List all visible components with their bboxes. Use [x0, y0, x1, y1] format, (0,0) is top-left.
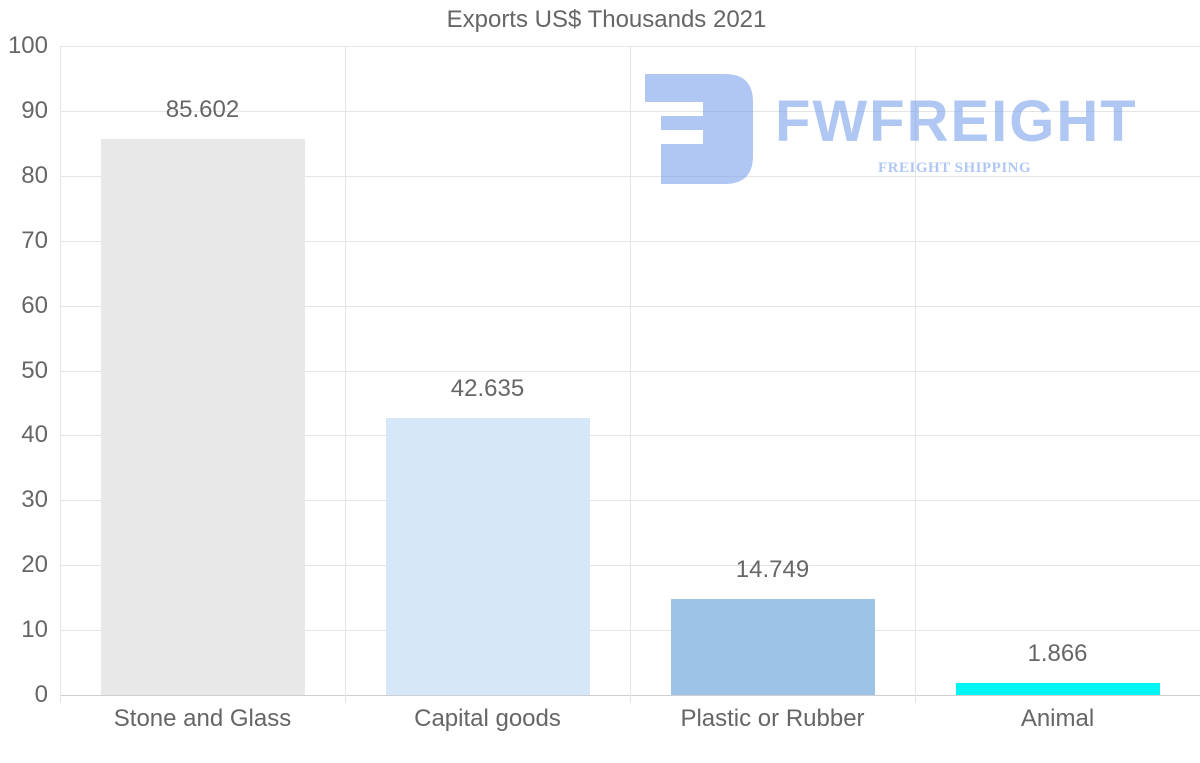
y-tick-label: 30 [21, 486, 48, 514]
plot-area: 85.602 42.635 14.749 1.866 [60, 46, 1200, 703]
y-tick-label: 100 [7, 32, 48, 59]
gridline-x [915, 46, 916, 703]
y-tick-label: 50 [21, 356, 48, 384]
watermark-brand: FWFREIGHT [775, 89, 1138, 154]
gridline-x [345, 46, 346, 703]
bar[interactable] [385, 418, 590, 695]
fwfreight-watermark: FWFREIGHT FREIGHT SHIPPING [645, 72, 1155, 187]
y-tick-label: 80 [21, 161, 48, 189]
bar[interactable] [100, 139, 305, 695]
gridline-x [630, 46, 631, 703]
y-tick-label: 90 [21, 96, 48, 124]
x-tick-label: Plastic or Rubber [680, 705, 865, 732]
bar-value-label: 14.749 [735, 556, 810, 584]
bar[interactable] [670, 599, 875, 695]
fwfreight-logo-icon [645, 74, 753, 184]
bar-value-label: 85.602 [165, 96, 240, 124]
chart-title: Exports US$ Thousands 2021 [446, 6, 767, 33]
y-tick-label: 20 [21, 551, 48, 579]
bar[interactable] [955, 682, 1160, 695]
x-tick-label: Animal [1020, 705, 1095, 732]
gridline-x [60, 46, 61, 703]
y-tick-label: 60 [21, 291, 48, 319]
bar-value-label: 42.635 [450, 375, 525, 403]
y-tick-label: 70 [21, 226, 48, 254]
y-tick-label: 0 [34, 681, 48, 708]
watermark-tagline: FREIGHT SHIPPING [878, 160, 1032, 176]
x-tick-label: Capital goods [414, 705, 561, 732]
bar-value-label: 1.866 [1027, 639, 1088, 667]
y-tick-label: 40 [21, 421, 48, 449]
x-tick-label: Stone and Glass [113, 705, 292, 732]
y-tick-label: 10 [21, 616, 48, 644]
